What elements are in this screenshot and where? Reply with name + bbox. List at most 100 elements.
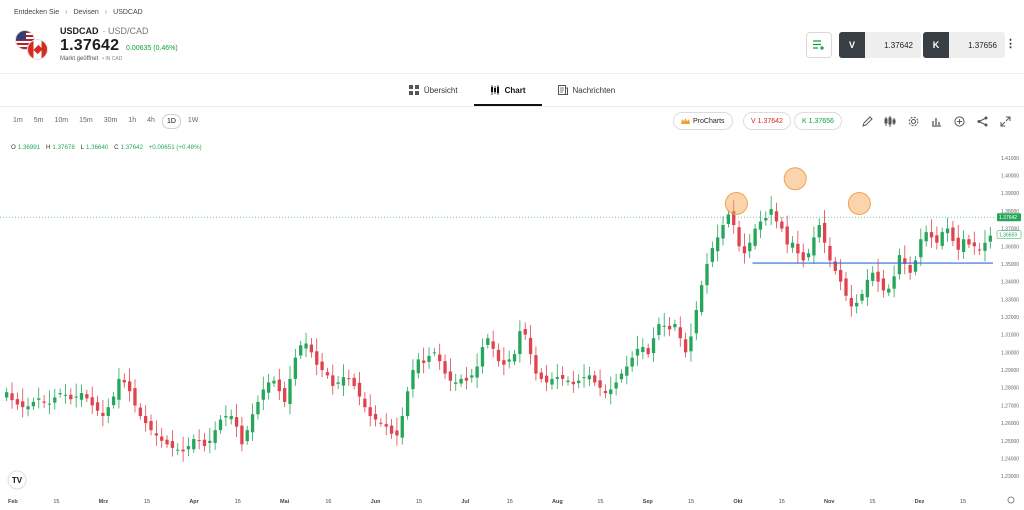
- candle-body: [855, 302, 859, 307]
- candle-body: [122, 379, 126, 383]
- interval-5m[interactable]: 5m: [33, 117, 44, 124]
- candle-body: [491, 341, 495, 349]
- candle-body: [833, 261, 837, 272]
- bar-chart-icon[interactable]: [929, 114, 943, 128]
- tab-news[interactable]: Nachrichten: [542, 74, 632, 106]
- procharts-label: ProCharts: [693, 117, 725, 125]
- y-tick-label: 1.30000: [1001, 350, 1019, 356]
- indicators-icon[interactable]: [883, 114, 897, 128]
- watchlist-button[interactable]: [806, 32, 832, 58]
- add-icon[interactable]: [952, 114, 966, 128]
- candle-body: [587, 375, 592, 380]
- candle-body: [240, 425, 244, 445]
- candle-body: [988, 235, 992, 242]
- candle-body: [619, 373, 624, 380]
- candle-body: [748, 242, 752, 252]
- tab-overview[interactable]: Übersicht: [393, 74, 474, 106]
- candle-body: [411, 370, 415, 390]
- interval-4h[interactable]: 4h: [147, 117, 155, 124]
- interval-1d[interactable]: 1D: [161, 114, 181, 129]
- x-tick-label: Jun: [371, 499, 381, 505]
- breadcrumb-currencies[interactable]: Devisen: [73, 9, 99, 16]
- gear-icon[interactable]: [906, 114, 920, 128]
- candle-body: [176, 449, 180, 451]
- x-tick-label: 16: [325, 499, 331, 505]
- candle-body: [903, 258, 907, 264]
- candle-body: [192, 439, 196, 450]
- candle-body: [603, 390, 608, 394]
- interval-15m[interactable]: 15m: [79, 117, 93, 124]
- pencil-icon[interactable]: [860, 114, 874, 128]
- candle-body: [534, 355, 538, 374]
- instrument-name: · USD/CAD: [102, 26, 149, 36]
- buy-pill-button[interactable]: K 1.37656: [794, 112, 842, 130]
- interval-10m[interactable]: 10m: [54, 117, 69, 124]
- candle-body: [117, 378, 121, 400]
- y-tick-label: 1.39000: [1001, 191, 1019, 197]
- candle-body: [320, 361, 324, 371]
- buy-button[interactable]: K 1.37656: [923, 32, 1005, 58]
- svg-text:TV: TV: [12, 476, 23, 485]
- interval-30m[interactable]: 30m: [103, 117, 118, 124]
- y-tick-label: 1.33000: [1001, 297, 1019, 303]
- usd-cad-flag-icon: [15, 30, 49, 60]
- candle-body: [149, 420, 153, 431]
- candle-body: [849, 297, 853, 307]
- candle-body: [74, 396, 78, 398]
- candle-body: [42, 401, 46, 403]
- current-price-tag: [997, 213, 1021, 222]
- interval-1w[interactable]: 1W: [187, 117, 199, 124]
- sell-label: V: [839, 32, 865, 58]
- interval-1h[interactable]: 1h: [128, 117, 137, 124]
- candle-body: [614, 382, 618, 389]
- candle-body: [5, 392, 9, 398]
- candle-body: [780, 221, 784, 229]
- candle-body: [860, 294, 864, 301]
- divider: [0, 106, 1024, 107]
- candle-body: [421, 360, 426, 363]
- candle-body: [395, 430, 399, 436]
- candle-body: [127, 381, 132, 392]
- procharts-button[interactable]: ProCharts: [673, 112, 733, 130]
- candle-body: [106, 407, 110, 417]
- candle-body: [635, 348, 640, 356]
- candle-body: [464, 377, 469, 381]
- more-options-icon[interactable]: ⋮: [1005, 38, 1016, 50]
- candle-body: [625, 366, 629, 376]
- candle-body: [657, 324, 661, 336]
- candle-body: [651, 338, 656, 354]
- expand-icon[interactable]: [998, 114, 1012, 128]
- candle-body: [609, 389, 613, 395]
- interval-1m[interactable]: 1m: [13, 117, 23, 124]
- candle-body: [753, 228, 757, 246]
- peak-marker: [847, 191, 871, 215]
- instrument-symbol: USDCAD · USD/CAD: [60, 26, 149, 36]
- crown-icon: [681, 117, 690, 124]
- sell-button[interactable]: V 1.37642: [839, 32, 921, 58]
- x-tick-label: Feb: [8, 499, 18, 505]
- current-price-label: 1.37642: [999, 215, 1017, 221]
- candle-body: [400, 416, 404, 438]
- market-status: Markt geöffnet • IN CAD: [60, 56, 123, 62]
- share-icon[interactable]: [975, 114, 989, 128]
- candle-body: [667, 325, 672, 330]
- breadcrumb-explore[interactable]: Entdecken Sie: [14, 9, 60, 16]
- candle-body: [79, 393, 84, 400]
- candle-body: [555, 377, 559, 379]
- tab-chart[interactable]: Chart: [473, 74, 542, 106]
- x-tick-label: Mai: [280, 499, 290, 505]
- candle-body: [913, 260, 918, 272]
- candle-body: [202, 439, 207, 447]
- y-tick-label: 1.31000: [1001, 333, 1019, 339]
- price-chart[interactable]: O 1.36991 H 1.37678 L 1.36640 C 1.37642 +0.0…: [0, 137, 1024, 510]
- candle-body: [101, 412, 105, 417]
- candle-body: [945, 228, 950, 234]
- y-tick-label: 1.23000: [1001, 474, 1019, 480]
- candles-icon: [490, 85, 499, 95]
- candle-body: [512, 354, 517, 362]
- sell-pill-button[interactable]: V 1.37642: [743, 112, 791, 130]
- candle-body: [577, 380, 581, 384]
- candle-body: [63, 394, 68, 396]
- candle-body: [742, 246, 747, 254]
- candle-body: [283, 388, 287, 402]
